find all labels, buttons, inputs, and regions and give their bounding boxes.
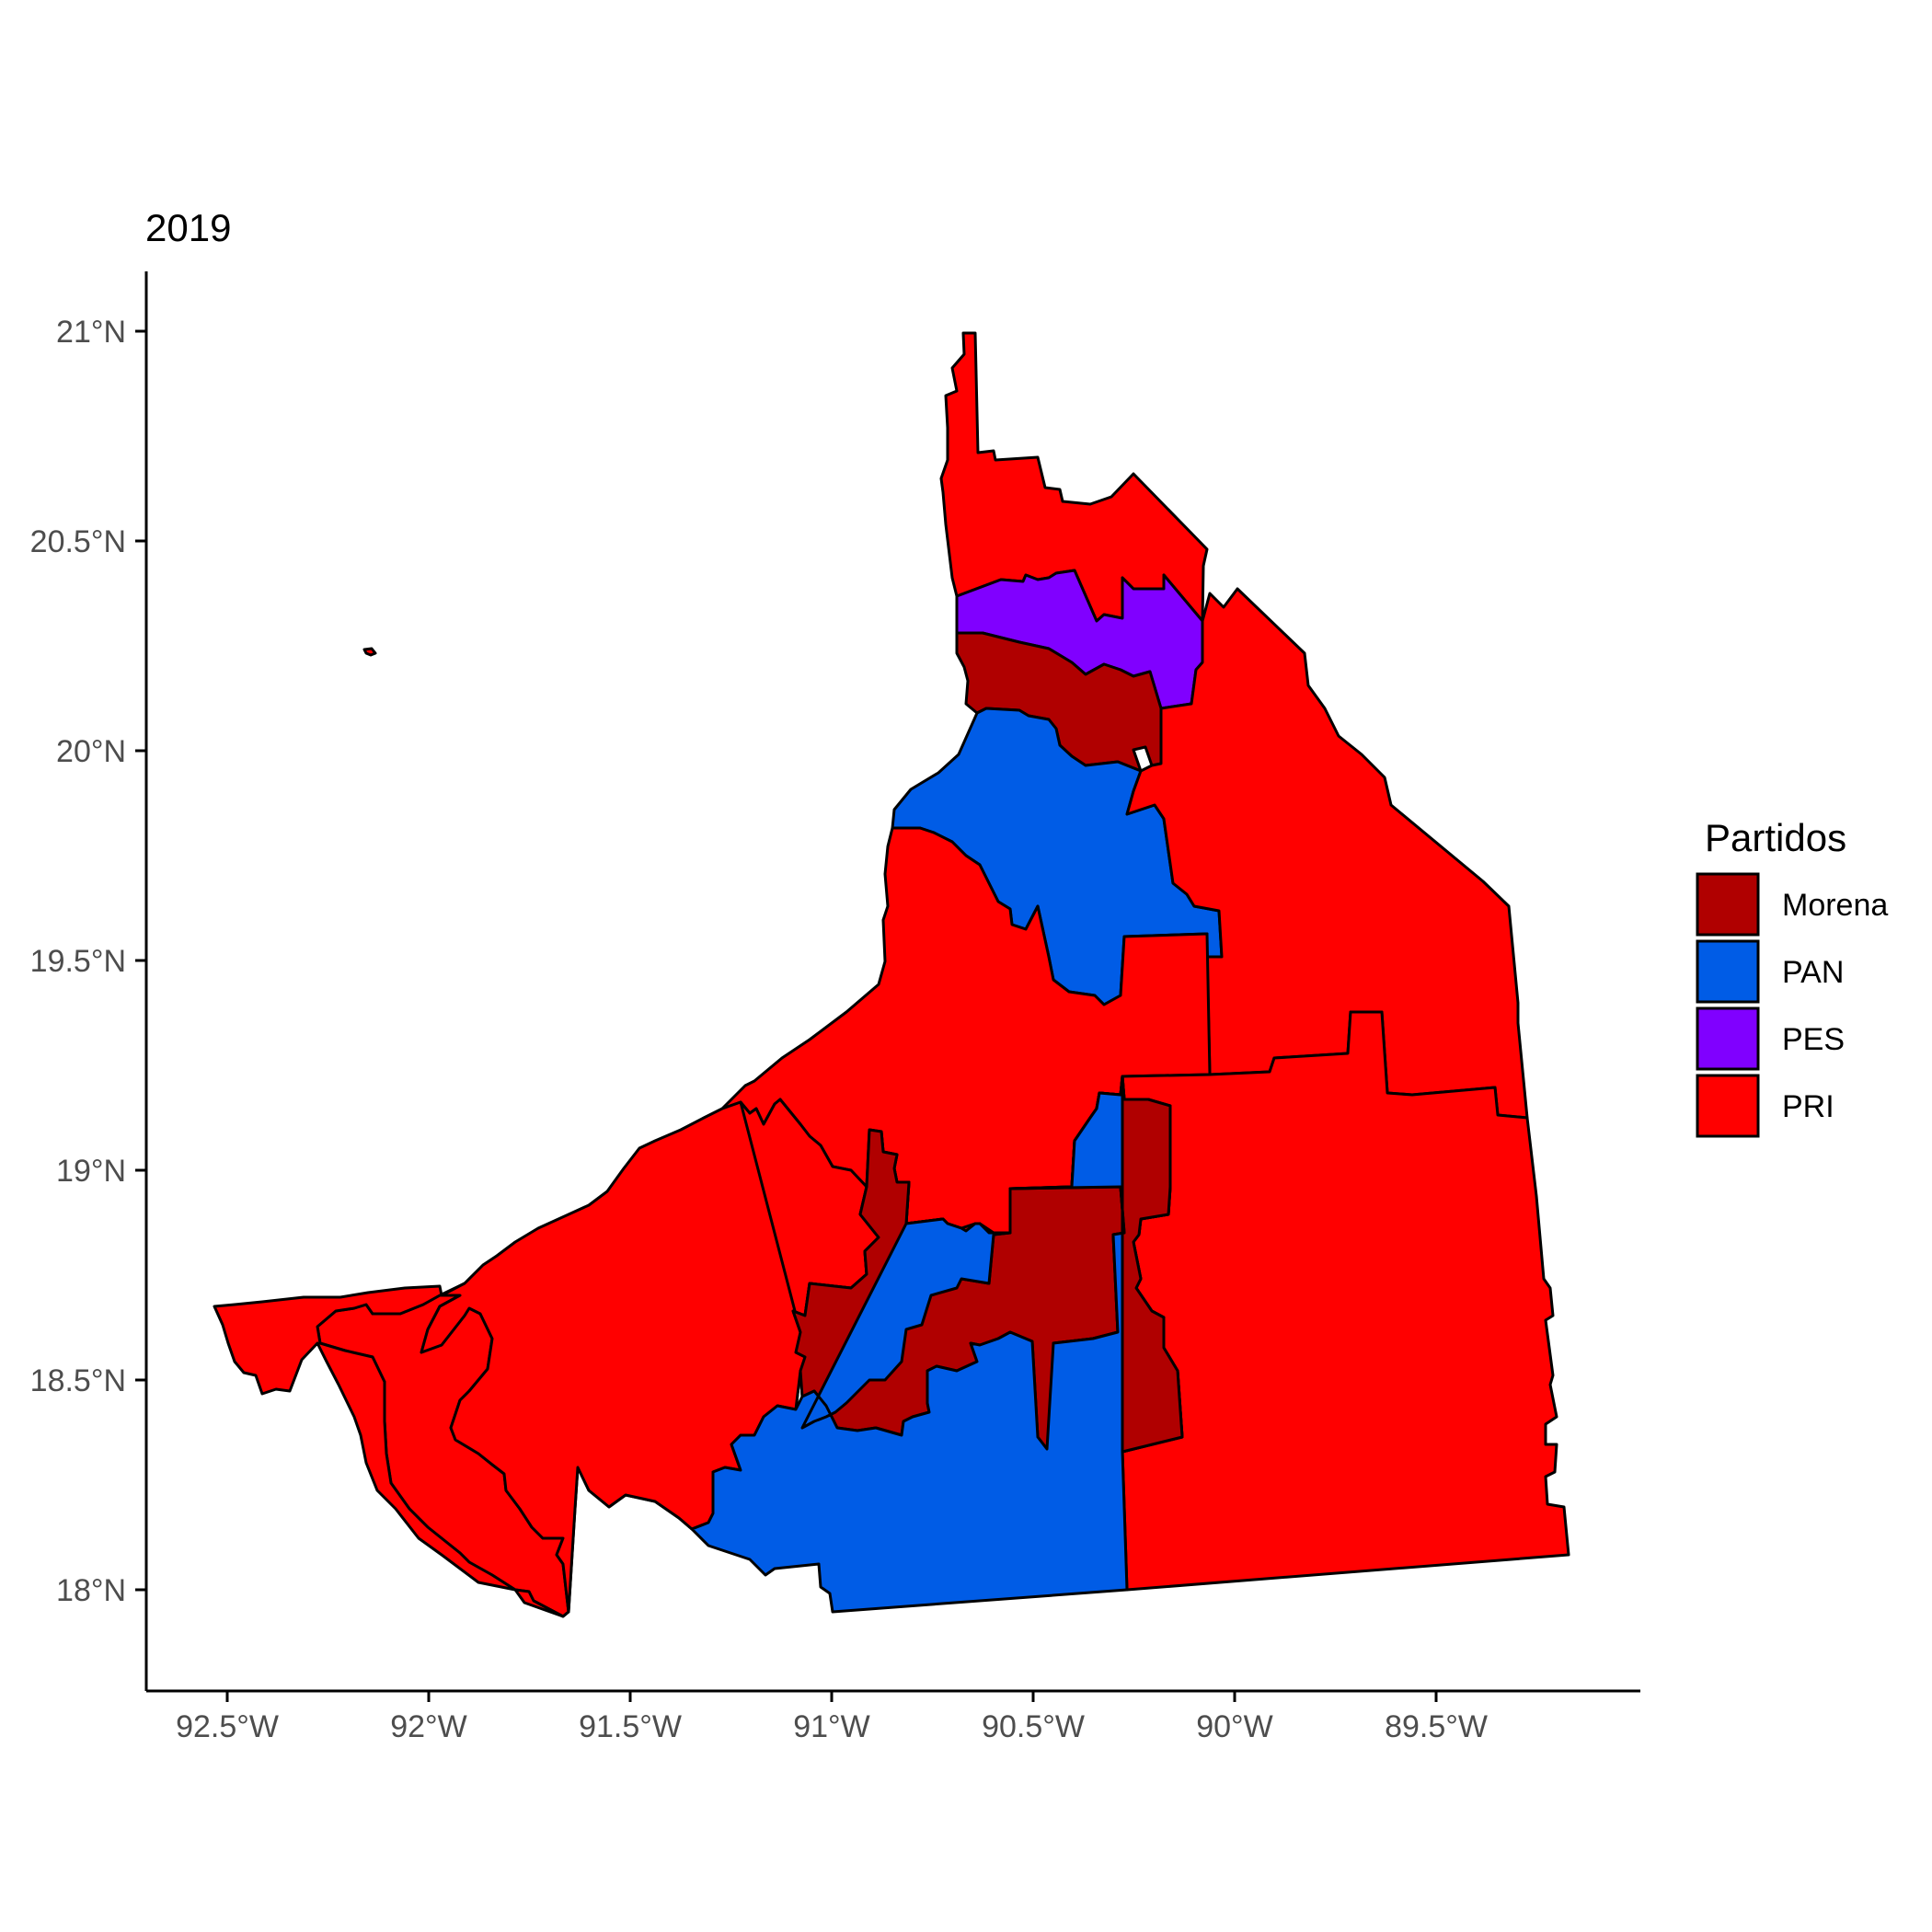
y-ticks: 21°N 20.5°N 20°N 19.5°N 19°N 18.5°N 18°N: [30, 315, 146, 1608]
y-tick-label: 20°N: [56, 734, 126, 769]
y-tick-label: 19.5°N: [30, 944, 126, 979]
y-tick-label: 19°N: [56, 1154, 126, 1189]
legend: Partidos Morena PAN PES PRI: [1696, 816, 1888, 1138]
x-tick-label: 89.5°W: [1385, 1709, 1488, 1744]
legend-label-pan: PAN: [1782, 955, 1844, 990]
y-tick-label: 18.5°N: [30, 1363, 126, 1398]
x-tick-label: 92.5°W: [176, 1709, 279, 1744]
x-tick-label: 91°W: [793, 1709, 870, 1744]
y-tick-label: 21°N: [56, 315, 126, 350]
y-tick-label: 18°N: [56, 1573, 126, 1608]
map-regions: [213, 331, 1570, 1618]
legend-label-pri: PRI: [1782, 1089, 1834, 1124]
region-pan-south: [690, 1075, 1129, 1614]
x-tick-label: 90.5°W: [982, 1709, 1085, 1744]
legend-key-pan: [1696, 939, 1760, 1004]
axes: 21°N 20.5°N 20°N 19.5°N 19°N 18.5°N 18°N 92.5°…: [30, 271, 1640, 1744]
x-tick-label: 90°W: [1196, 1709, 1273, 1744]
chart-title: 2019: [145, 206, 231, 249]
legend-entries: Morena PAN PES PRI: [1696, 872, 1888, 1138]
legend-label-morena: Morena: [1782, 888, 1888, 923]
region-island: [362, 647, 377, 657]
legend-label-pes: PES: [1782, 1022, 1845, 1057]
legend-title: Partidos: [1705, 816, 1846, 859]
legend-key-pes: [1696, 1006, 1760, 1071]
x-tick-label: 91.5°W: [579, 1709, 682, 1744]
legend-key-morena: [1696, 872, 1760, 937]
y-tick-label: 20.5°N: [30, 524, 126, 559]
legend-key-pri: [1696, 1074, 1760, 1138]
x-tick-label: 92°W: [390, 1709, 467, 1744]
x-ticks: 92.5°W 92°W 91.5°W 91°W 90.5°W 90°W 89.5°W: [176, 1691, 1488, 1744]
